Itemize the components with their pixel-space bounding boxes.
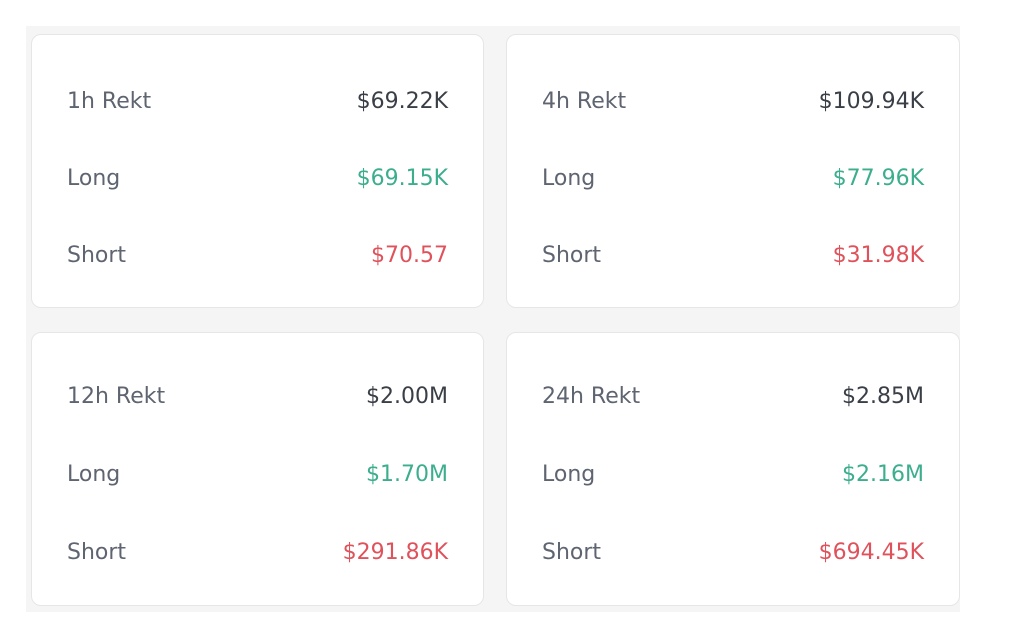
long-row: Long $1.70M xyxy=(67,458,448,490)
short-label: Short xyxy=(542,539,602,565)
short-label: Short xyxy=(542,242,602,268)
long-label: Long xyxy=(542,165,596,191)
short-label: Short xyxy=(67,539,127,565)
short-value: $70.57 xyxy=(371,242,448,268)
long-label: Long xyxy=(67,461,121,487)
total-row: 12h Rekt $2.00M xyxy=(67,380,448,412)
total-value: $2.85M xyxy=(842,383,924,409)
total-value: $109.94K xyxy=(818,88,924,114)
period-label: 12h Rekt xyxy=(67,383,166,409)
period-label: 1h Rekt xyxy=(67,88,152,114)
long-row: Long $69.15K xyxy=(67,162,448,194)
long-label: Long xyxy=(67,165,121,191)
rekt-card-1h: 1h Rekt $69.22K Long $69.15K Short $70.5… xyxy=(31,34,484,308)
short-row: Short $70.57 xyxy=(67,239,448,271)
total-row: 4h Rekt $109.94K xyxy=(542,85,924,117)
long-value: $69.15K xyxy=(356,165,448,191)
rekt-card-12h: 12h Rekt $2.00M Long $1.70M Short $291.8… xyxy=(31,332,484,606)
total-row: 1h Rekt $69.22K xyxy=(67,85,448,117)
long-row: Long $77.96K xyxy=(542,162,924,194)
long-value: $2.16M xyxy=(842,461,924,487)
period-label: 4h Rekt xyxy=(542,88,627,114)
short-row: Short $694.45K xyxy=(542,536,924,568)
long-label: Long xyxy=(542,461,596,487)
short-label: Short xyxy=(67,242,127,268)
total-value: $2.00M xyxy=(366,383,448,409)
short-value: $694.45K xyxy=(818,539,924,565)
period-label: 24h Rekt xyxy=(542,383,641,409)
short-row: Short $291.86K xyxy=(67,536,448,568)
total-row: 24h Rekt $2.85M xyxy=(542,380,924,412)
long-value: $1.70M xyxy=(366,461,448,487)
long-row: Long $2.16M xyxy=(542,458,924,490)
short-row: Short $31.98K xyxy=(542,239,924,271)
long-value: $77.96K xyxy=(832,165,924,191)
rekt-card-4h: 4h Rekt $109.94K Long $77.96K Short $31.… xyxy=(506,34,960,308)
short-value: $31.98K xyxy=(832,242,924,268)
short-value: $291.86K xyxy=(342,539,448,565)
total-value: $69.22K xyxy=(356,88,448,114)
rekt-card-24h: 24h Rekt $2.85M Long $2.16M Short $694.4… xyxy=(506,332,960,606)
